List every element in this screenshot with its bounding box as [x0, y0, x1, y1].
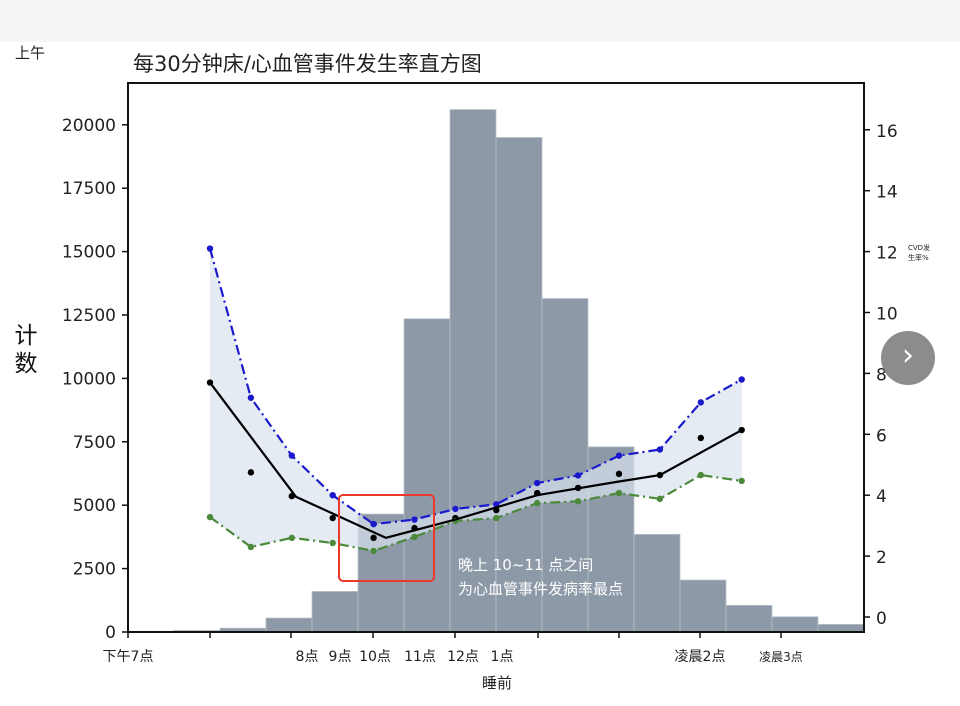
y-tick-label: 15000 [62, 243, 116, 263]
annotation-text: 为心血管事件发病率最点 [458, 580, 623, 598]
data-point [411, 516, 418, 523]
data-point [656, 495, 664, 503]
y-right-tick-label: 8 [876, 365, 887, 385]
x-tick-label: 凌晨2点 [675, 649, 726, 665]
chevron-right-icon: › [902, 338, 914, 373]
y-right-tick-label: 2 [876, 548, 887, 568]
data-point [738, 477, 745, 485]
y-right-axis-label: 生率% [908, 253, 929, 262]
data-point [329, 492, 336, 499]
data-point [615, 489, 623, 497]
series-line [209, 473, 742, 553]
corner-label: 上午 [15, 44, 46, 62]
data-point [206, 513, 214, 521]
y-tick-label: 7500 [73, 433, 116, 453]
chart-title: 每30分钟床/心血管事件发生率直方图 [133, 52, 482, 76]
histogram-bar [495, 137, 543, 633]
plot-frame [127, 82, 865, 633]
data-point [247, 394, 255, 401]
x-tick-label: 12点 [447, 649, 479, 665]
data-point [288, 534, 295, 542]
data-point [697, 471, 704, 479]
data-point [697, 399, 704, 406]
data-point [288, 452, 295, 459]
x-tick-label: 10点 [359, 649, 391, 665]
y-tick-label: 10000 [62, 369, 116, 389]
x-tick-label: 8点 [296, 649, 319, 665]
data-point [247, 543, 255, 551]
data-point [534, 499, 541, 507]
y-axis-label-char: 计 [15, 323, 38, 349]
histogram-bar [449, 109, 497, 633]
data-point [697, 434, 704, 442]
x-tick-label: 1点 [491, 649, 514, 665]
data-point [411, 533, 418, 541]
histogram-bar [679, 579, 727, 633]
data-point [615, 470, 623, 478]
data-point [206, 245, 214, 252]
next-slide-button[interactable]: › [881, 331, 935, 385]
x-tick-label: 11点 [404, 649, 436, 665]
y-tick-label: 2500 [73, 560, 116, 580]
data-point [452, 505, 459, 513]
y-right-axis-label: CVD发 [908, 243, 930, 252]
series-line [208, 248, 743, 526]
data-point [574, 498, 582, 505]
histogram-bar [725, 604, 773, 633]
confidence-band [210, 248, 742, 551]
y-tick-label: 0 [105, 623, 116, 643]
data-point [247, 469, 255, 476]
x-tick-label: 下午7点 [103, 649, 154, 665]
y-axis-label-char: 数 [15, 351, 38, 377]
fit-line [209, 381, 743, 539]
y-tick-label: 20000 [62, 116, 116, 136]
x-tick-label: 9点 [329, 649, 352, 665]
y-tick-label: 17500 [62, 179, 116, 199]
annotation-text: 晚上 10~11 点之间 [458, 556, 593, 574]
histogram-bar [633, 533, 681, 633]
data-point [656, 446, 664, 453]
histogram-bar [311, 591, 359, 633]
y-right-tick-label: 16 [876, 122, 898, 142]
x-axis-label: 睡前 [482, 674, 512, 692]
y-right-tick-label: 0 [876, 609, 887, 629]
histogram-bar [817, 623, 865, 633]
y-right-tick-label: 6 [876, 426, 887, 446]
histogram-bar [403, 318, 451, 633]
y-tick-label: 12500 [62, 306, 116, 326]
y-tick-label: 5000 [73, 496, 116, 516]
histogram-bar [265, 617, 313, 633]
top-bar [0, 0, 960, 42]
data-point [370, 534, 377, 542]
y-right-tick-label: 12 [876, 244, 898, 264]
histogram-bar [771, 616, 819, 633]
y-right-tick-label: 4 [876, 487, 887, 507]
y-right-tick-label: 14 [876, 183, 898, 203]
highlight-box [338, 494, 435, 582]
data-point [329, 514, 336, 522]
data-point [370, 547, 377, 555]
x-tick-label: 凌晨3点 [759, 650, 803, 664]
data-point [370, 520, 377, 528]
data-point [493, 514, 500, 522]
data-point [329, 539, 336, 547]
data-point [738, 376, 745, 383]
data-point [534, 479, 541, 487]
histogram-bar [541, 298, 589, 633]
data-point [615, 452, 623, 459]
data-point [574, 472, 582, 479]
y-right-tick-label: 10 [876, 305, 898, 325]
